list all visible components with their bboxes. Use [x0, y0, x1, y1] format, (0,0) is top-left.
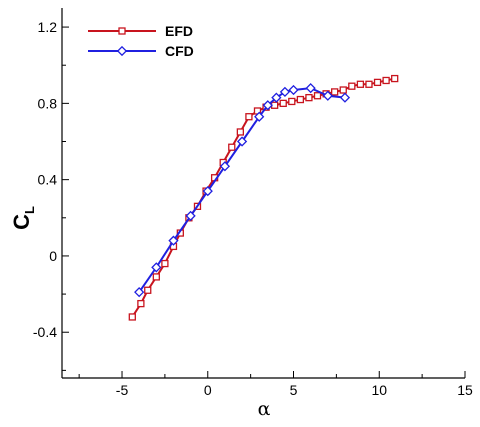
- efd-line: [131, 77, 395, 318]
- cfd-point: [151, 262, 162, 273]
- cfd-point: [262, 100, 273, 111]
- cfd-point: [168, 235, 179, 246]
- cfd-point: [339, 92, 351, 103]
- cfd-point: [202, 185, 213, 197]
- efd-point: [331, 88, 339, 96]
- cfd-point: [116, 45, 128, 57]
- efd-point: [118, 27, 126, 35]
- y-tick-label: 0: [49, 248, 57, 264]
- cfd-point: [271, 92, 282, 103]
- efd-point: [365, 80, 373, 88]
- efd-point: [296, 95, 305, 104]
- efd-point: [228, 143, 236, 151]
- cfd-point: [322, 90, 333, 101]
- efd-point: [373, 78, 382, 87]
- legend-label-cfd: CFD: [165, 43, 194, 59]
- cfd-point: [288, 84, 299, 96]
- plot-area: -5 0 5 10 15 -0.4 0 0.4 0.8 1.2: [33, 8, 473, 398]
- y-axis-title: CL: [9, 206, 37, 230]
- efd-point: [391, 74, 399, 83]
- cfd-point: [254, 111, 265, 122]
- efd-point: [348, 82, 356, 90]
- x-tick-label: 15: [457, 382, 473, 398]
- legend: EFD CFD: [88, 23, 194, 59]
- y-axis-title-subscript: L: [22, 206, 37, 214]
- y-tick-label: 0.4: [38, 172, 58, 188]
- cfd-line: [138, 87, 346, 293]
- efd-point: [339, 86, 347, 94]
- y-axis-title-main: C: [9, 214, 34, 230]
- efd-point: [245, 113, 253, 121]
- x-axis-title: α: [258, 398, 271, 420]
- efd-point: [288, 97, 296, 106]
- efd-point: [382, 76, 390, 85]
- legend-item-cfd: CFD: [88, 43, 194, 59]
- legend-label-efd: EFD: [165, 23, 193, 39]
- efd-point: [305, 93, 313, 102]
- cfd-point: [305, 82, 316, 94]
- efd-point: [236, 128, 244, 136]
- svg-text:CL: CL: [9, 206, 37, 230]
- efd-point: [152, 273, 160, 281]
- y-tick-label: -0.4: [33, 324, 57, 340]
- efd-point: [279, 99, 287, 108]
- y-tick-label: 0.8: [38, 95, 58, 111]
- efd-point: [161, 259, 169, 268]
- series-layer: [128, 74, 399, 321]
- cfd-point: [279, 86, 291, 98]
- x-tick-label: 0: [204, 382, 212, 398]
- x-tick-label: 5: [290, 382, 298, 398]
- efd-point: [313, 92, 322, 100]
- x-axis-ticks: -5 0 5 10 15: [78, 371, 473, 398]
- cfd-series: [134, 82, 351, 298]
- efd-point: [356, 80, 365, 88]
- efd-point: [144, 286, 152, 294]
- x-tick-label: -5: [116, 382, 129, 398]
- cfd-point: [185, 210, 196, 222]
- x-tick-label: 10: [371, 382, 387, 398]
- cfd-point: [236, 136, 248, 147]
- legend-item-efd: EFD: [88, 23, 193, 39]
- y-tick-label: 1.2: [38, 19, 58, 35]
- cfd-point: [134, 287, 145, 298]
- efd-point: [137, 299, 145, 308]
- cfd-point: [219, 161, 231, 172]
- y-axis-ticks: -0.4 0 0.4 0.8 1.2: [33, 19, 69, 371]
- efd-point: [128, 313, 136, 321]
